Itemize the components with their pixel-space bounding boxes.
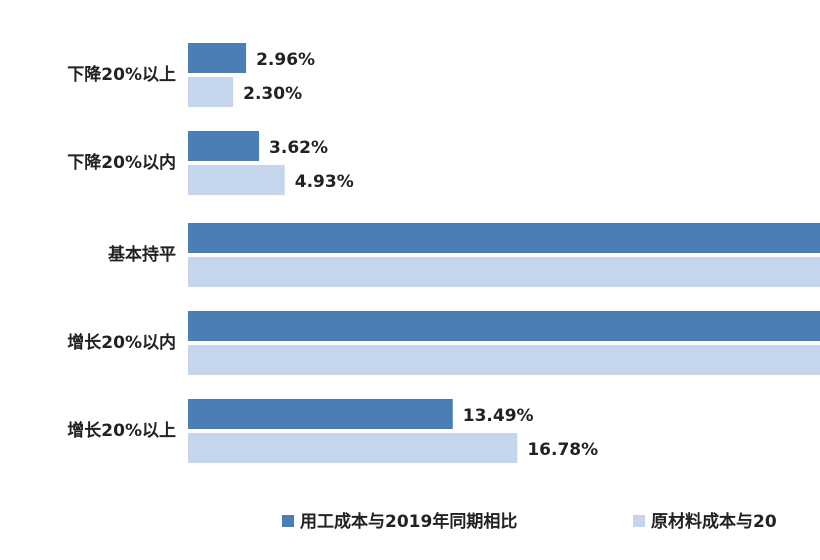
y-tick-label: 下降20%以内	[67, 152, 176, 173]
bar	[188, 43, 247, 73]
legend-swatch	[282, 515, 294, 527]
data-label: 13.49%	[463, 406, 534, 426]
bar	[188, 257, 820, 287]
bar	[188, 399, 453, 429]
data-label: 3.62%	[269, 138, 328, 158]
data-label: 2.96%	[256, 50, 315, 70]
bar	[188, 77, 234, 107]
bar	[188, 165, 285, 195]
y-tick-label: 增长20%以上	[67, 420, 176, 441]
y-tick-label: 下降20%以上	[67, 64, 176, 85]
bar	[188, 345, 820, 375]
legend-label: 原材料成本与20	[651, 511, 777, 532]
bar	[188, 223, 820, 253]
y-tick-label: 基本持平	[107, 244, 176, 265]
data-label: 2.30%	[243, 84, 302, 104]
data-label: 16.78%	[527, 440, 598, 460]
legend-label: 用工成本与2019年同期相比	[300, 511, 517, 532]
bar	[188, 131, 260, 161]
bar	[188, 311, 820, 341]
legend-swatch	[633, 515, 645, 527]
y-tick-label: 增长20%以内	[67, 332, 176, 353]
data-label: 4.93%	[295, 172, 354, 192]
bar	[188, 433, 518, 463]
